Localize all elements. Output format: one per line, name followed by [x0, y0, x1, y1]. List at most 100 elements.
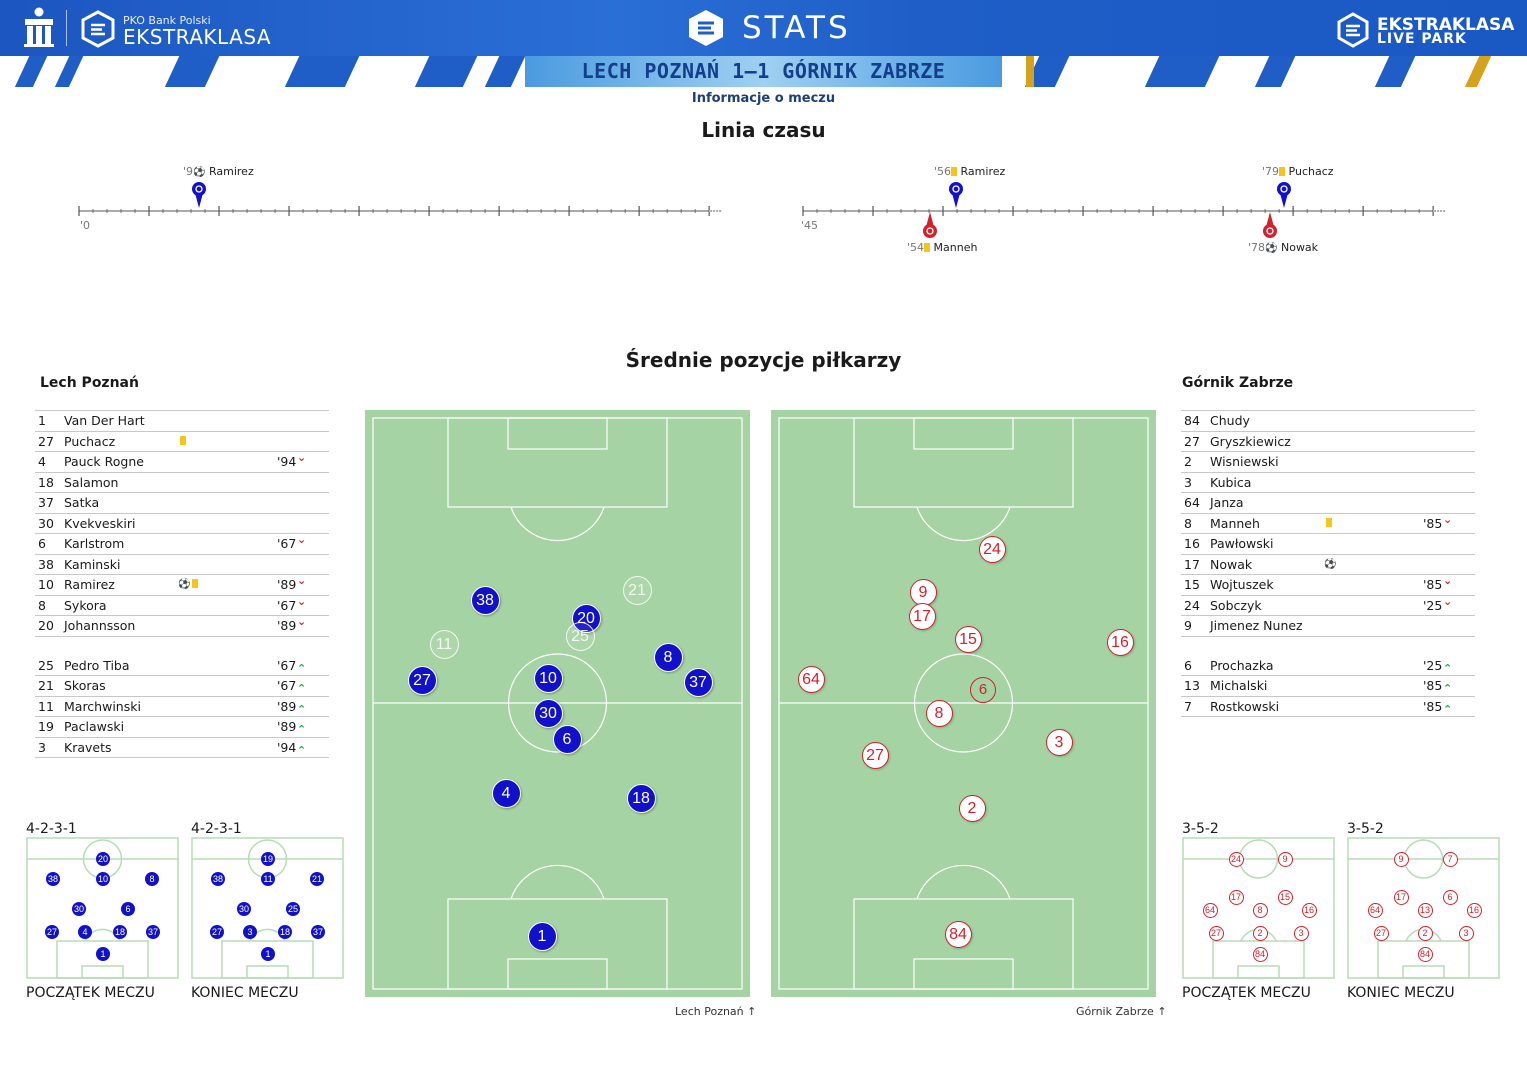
timeline-event-marker-icon[interactable] — [948, 181, 964, 209]
formation-player-marker[interactable]: 9 — [1393, 851, 1409, 867]
player-marker[interactable]: 2 — [958, 794, 986, 822]
formation-player-marker[interactable]: 8 — [145, 872, 159, 886]
roster-row[interactable]: 16 Pawłowski — [1181, 534, 1475, 555]
roster-row[interactable]: 37 Satka — [35, 493, 329, 514]
formation-player-marker[interactable]: 27 — [1208, 925, 1224, 941]
roster-row[interactable]: 19 Paclawski '89 ⌃ — [35, 717, 329, 738]
roster-row[interactable]: 18 Salamon — [35, 473, 329, 493]
player-marker[interactable]: 4 — [491, 778, 521, 808]
formation-player-marker[interactable]: 16 — [1301, 902, 1317, 918]
formation-player-marker[interactable]: 7 — [1442, 851, 1458, 867]
formation-player-marker[interactable]: 9 — [1277, 851, 1293, 867]
timeline-event-marker-icon[interactable] — [191, 181, 207, 209]
formation-player-marker[interactable]: 64 — [1367, 902, 1383, 918]
player-marker[interactable]: 30 — [533, 698, 563, 728]
live-park-logo-icon[interactable] — [1336, 12, 1370, 48]
timeline-event-marker-icon[interactable] — [922, 211, 938, 239]
roster-row[interactable]: 3 Kubica — [1181, 473, 1475, 493]
roster-row[interactable]: 30 Kvekveskiri — [35, 514, 329, 534]
formation-player-marker[interactable]: 2 — [1252, 925, 1268, 941]
timeline-event-label[interactable]: '54 Manneh — [907, 241, 977, 254]
formation-player-marker[interactable]: 3 — [243, 925, 257, 939]
roster-row[interactable]: 84 Chudy — [1181, 411, 1475, 432]
player-marker[interactable]: 8 — [925, 699, 953, 727]
formation-player-marker[interactable]: 84 — [1417, 946, 1433, 962]
formation-player-marker[interactable]: 38 — [46, 872, 60, 886]
formation-player-marker[interactable]: 3 — [1458, 925, 1474, 941]
timeline-event-label[interactable]: '9⚽ Ramirez — [183, 165, 254, 178]
player-marker[interactable]: 38 — [470, 585, 500, 615]
player-marker[interactable]: 16 — [1106, 628, 1134, 656]
roster-row[interactable]: 3 Kravets '94 ⌃ — [35, 738, 329, 758]
formation-player-marker[interactable]: 13 — [1417, 902, 1433, 918]
roster-row[interactable]: 6 Karlstrom '67 ⌄ — [35, 533, 329, 555]
player-marker[interactable]: 24 — [978, 535, 1006, 563]
roster-row[interactable]: 8 Sykora '67 ⌄ — [35, 595, 329, 616]
formation-player-marker[interactable]: 37 — [146, 925, 160, 939]
player-marker[interactable]: 17 — [908, 602, 936, 630]
formation-player-marker[interactable]: 4 — [78, 925, 92, 939]
formation-player-marker[interactable]: 17 — [1393, 889, 1409, 905]
roster-row[interactable]: 27 Gryszkiewicz — [1181, 432, 1475, 452]
pko-logo-icon[interactable] — [22, 6, 56, 48]
player-marker[interactable]: 6 — [552, 724, 582, 754]
formation-player-marker[interactable]: 15 — [1277, 889, 1293, 905]
player-marker[interactable]: 3 — [1045, 728, 1073, 756]
player-marker[interactable]: 15 — [954, 625, 982, 653]
formation-player-marker[interactable]: 3 — [1293, 925, 1309, 941]
player-marker[interactable]: 18 — [626, 783, 656, 813]
roster-row[interactable]: 21 Skoras '67 ⌃ — [35, 676, 329, 697]
player-marker[interactable]: 6 — [970, 677, 996, 703]
player-marker[interactable]: 64 — [797, 665, 825, 693]
roster-row[interactable]: 20 Johannsson '89 ⌄ — [35, 615, 329, 637]
roster-row[interactable]: 4 Pauck Rogne '94 ⌄ — [35, 451, 329, 473]
timeline-event-label[interactable]: '56 Ramirez — [934, 165, 1005, 178]
match-info-link[interactable]: Informacje o meczu — [691, 91, 836, 106]
formation-player-marker[interactable]: 24 — [1228, 851, 1244, 867]
formation-player-marker[interactable]: 21 — [310, 872, 324, 886]
player-marker[interactable]: 27 — [407, 665, 437, 695]
formation-player-marker[interactable]: 20 — [96, 852, 110, 866]
player-marker[interactable]: 25 — [565, 621, 595, 651]
player-marker[interactable]: 37 — [683, 667, 713, 697]
formation-player-marker[interactable]: 2 — [1417, 925, 1433, 941]
formation-player-marker[interactable]: 27 — [210, 925, 224, 939]
player-marker[interactable]: 9 — [909, 578, 937, 606]
timeline-event-label[interactable]: '79 Puchacz — [1262, 165, 1334, 178]
formation-player-marker[interactable]: 6 — [1442, 889, 1458, 905]
formation-player-marker[interactable]: 17 — [1228, 889, 1244, 905]
formation-player-marker[interactable]: 18 — [113, 925, 127, 939]
timeline-event-marker-icon[interactable] — [1276, 181, 1292, 209]
roster-row[interactable]: 24 Sobczyk '25 ⌄ — [1181, 595, 1475, 616]
player-marker[interactable]: 8 — [653, 642, 683, 672]
roster-row[interactable]: 1 Van Der Hart — [35, 411, 329, 432]
player-marker[interactable]: 21 — [622, 575, 652, 605]
formation-player-marker[interactable]: 19 — [261, 852, 275, 866]
roster-row[interactable]: 11 Marchwinski '89 ⌃ — [35, 697, 329, 717]
roster-row[interactable]: 15 Wojtuszek '85 ⌄ — [1181, 574, 1475, 596]
roster-row[interactable]: 2 Wisniewski — [1181, 452, 1475, 473]
roster-row[interactable]: 13 Michalski '85 ⌃ — [1181, 676, 1475, 697]
formation-player-marker[interactable]: 27 — [45, 925, 59, 939]
roster-row[interactable]: 25 Pedro Tiba '67 ⌃ — [35, 656, 329, 676]
roster-row[interactable]: 8 Manneh '85 ⌄ — [1181, 513, 1475, 534]
ekstraklasa-logo-icon[interactable] — [80, 10, 116, 48]
player-marker[interactable]: 1 — [527, 921, 557, 951]
roster-row[interactable]: 10 Ramirez ⚽ '89 ⌄ — [35, 574, 329, 596]
roster-row[interactable]: 6 Prochazka '25 ⌃ — [1181, 656, 1475, 676]
formation-player-marker[interactable]: 10 — [96, 872, 110, 886]
formation-player-marker[interactable]: 37 — [311, 925, 325, 939]
formation-player-marker[interactable]: 64 — [1202, 902, 1218, 918]
roster-row[interactable]: 9 Jimenez Nunez — [1181, 616, 1475, 637]
formation-player-marker[interactable]: 30 — [72, 902, 86, 916]
player-marker[interactable]: 27 — [861, 741, 889, 769]
player-marker[interactable]: 10 — [533, 663, 563, 693]
formation-player-marker[interactable]: 8 — [1252, 902, 1268, 918]
roster-row[interactable]: 64 Janza — [1181, 493, 1475, 514]
timeline-event-marker-icon[interactable] — [1262, 211, 1278, 239]
formation-player-marker[interactable]: 30 — [237, 902, 251, 916]
player-marker[interactable]: 11 — [429, 629, 459, 659]
formation-player-marker[interactable]: 1 — [261, 947, 275, 961]
formation-player-marker[interactable]: 11 — [261, 872, 275, 886]
timeline-event-label[interactable]: '78⚽ Nowak — [1248, 241, 1318, 254]
